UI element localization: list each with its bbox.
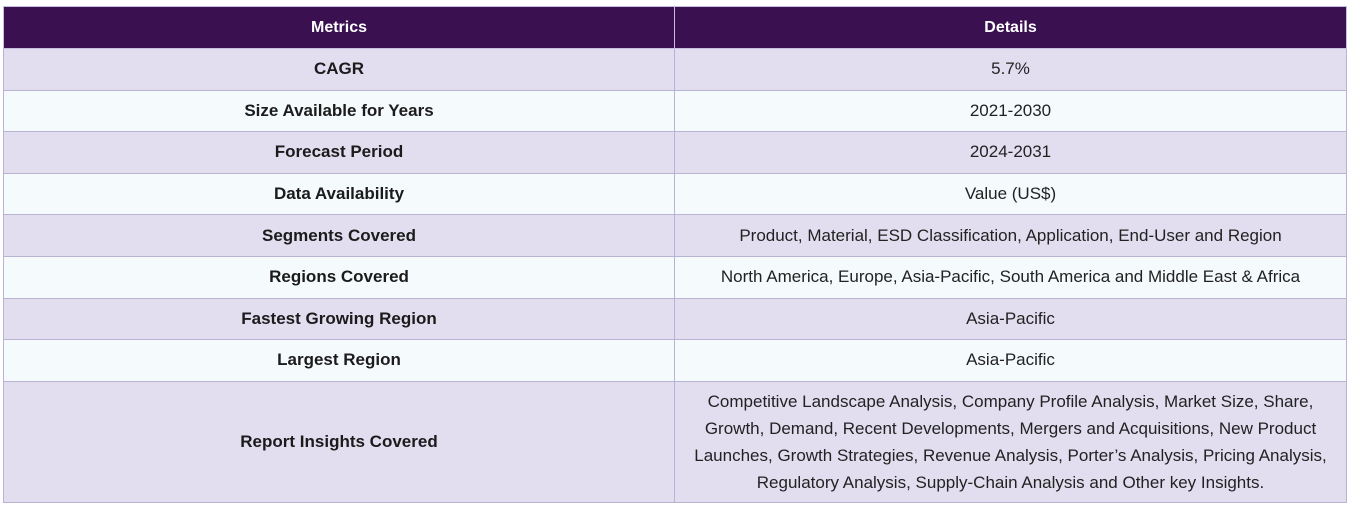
metric-largest-region: Largest Region (3, 339, 675, 382)
metric-regions-covered: Regions Covered (3, 255, 675, 299)
detail-cagr: 5.7% (674, 48, 1347, 91)
detail-report-insights: Competitive Landscape Analysis, Company … (674, 380, 1347, 503)
report-metrics-table: Metrics Details CAGR 5.7% Size Available… (3, 6, 1347, 503)
table-row: Size Available for Years 2021-2030 (3, 89, 1347, 133)
metric-fastest-growing-region: Fastest Growing Region (3, 297, 675, 341)
table-row: CAGR 5.7% (3, 48, 1347, 91)
metric-cagr: CAGR (3, 48, 675, 91)
detail-regions-covered: North America, Europe, Asia-Pacific, Sou… (674, 255, 1347, 299)
detail-largest-region: Asia-Pacific (674, 339, 1347, 382)
detail-fastest-growing-region: Asia-Pacific (674, 297, 1347, 341)
metric-data-availability: Data Availability (3, 172, 675, 216)
details-column-header: Details (674, 6, 1347, 49)
detail-size-available: 2021-2030 (674, 89, 1347, 133)
metric-size-available: Size Available for Years (3, 89, 675, 133)
report-metrics-table-container: Metrics Details CAGR 5.7% Size Available… (3, 6, 1347, 503)
table-row: Report Insights Covered Competitive Land… (3, 380, 1347, 503)
table-row: Largest Region Asia-Pacific (3, 339, 1347, 382)
metrics-column-header: Metrics (3, 6, 675, 49)
metric-forecast-period: Forecast Period (3, 131, 675, 174)
table-row: Forecast Period 2024-2031 (3, 131, 1347, 174)
table-row: Regions Covered North America, Europe, A… (3, 255, 1347, 299)
table-header-row: Metrics Details (3, 6, 1347, 49)
table-row: Fastest Growing Region Asia-Pacific (3, 297, 1347, 341)
metric-segments-covered: Segments Covered (3, 214, 675, 257)
table-row: Data Availability Value (US$) (3, 172, 1347, 216)
detail-segments-covered: Product, Material, ESD Classification, A… (674, 214, 1347, 257)
table-row: Segments Covered Product, Material, ESD … (3, 214, 1347, 257)
detail-data-availability: Value (US$) (674, 172, 1347, 216)
metric-report-insights: Report Insights Covered (3, 380, 675, 503)
detail-forecast-period: 2024-2031 (674, 131, 1347, 174)
